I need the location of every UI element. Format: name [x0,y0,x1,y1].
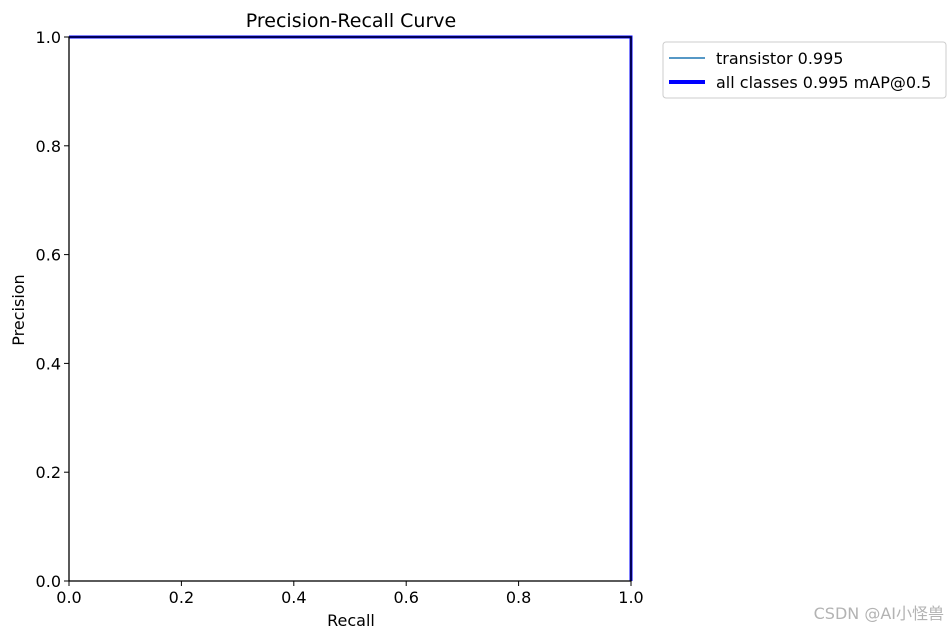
x-tick-label: 0.0 [56,588,81,607]
x-tick-label: 0.4 [281,588,306,607]
watermark: CSDN @AI小怪兽 [814,604,944,623]
y-tick-label: 0.6 [36,246,61,265]
y-axis: 0.0 0.2 0.4 0.6 0.8 1.0 [36,28,69,591]
y-tick-label: 0.2 [36,463,61,482]
x-tick-label: 0.6 [393,588,418,607]
series-line-0 [69,36,632,581]
plot-area [69,35,633,581]
x-axis: 0.0 0.2 0.4 0.6 0.8 1.0 [56,581,644,607]
legend: transistor 0.995 all classes 0.995 mAP@0… [662,41,947,99]
y-tick-label: 1.0 [36,28,61,47]
chart-title: Precision-Recall Curve [246,10,456,32]
x-tick-label: 0.2 [169,588,194,607]
y-tick-label: 0.0 [36,572,61,591]
y-tick-label: 0.4 [36,354,61,373]
series-line-1 [69,35,633,581]
x-tick-label: 0.8 [506,588,531,607]
legend-box [662,41,947,99]
legend-label-transistor: transistor 0.995 [716,49,843,68]
plot-frame [68,36,632,582]
y-tick-label: 0.8 [36,137,61,156]
x-tick-label: 1.0 [618,588,643,607]
legend-label-all-classes: all classes 0.995 mAP@0.5 [716,73,931,92]
x-axis-label: Recall [327,611,375,630]
y-axis-label: Precision [9,274,28,345]
